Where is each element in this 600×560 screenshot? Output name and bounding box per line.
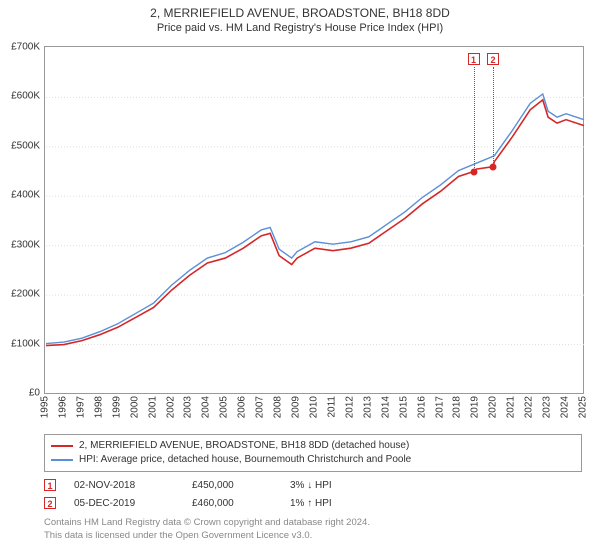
sale-price: £460,000: [192, 498, 272, 509]
chart-container: 2, MERRIEFIELD AVENUE, BROADSTONE, BH18 …: [0, 0, 600, 560]
y-tick-label: £700K: [0, 42, 40, 53]
x-tick-label: 1997: [75, 396, 86, 418]
x-tick-label: 2022: [524, 396, 535, 418]
x-tick-label: 2015: [398, 396, 409, 418]
x-tick-label: 2021: [506, 396, 517, 418]
marker-dot: [490, 163, 497, 170]
sale-date: 02-NOV-2018: [74, 480, 174, 491]
footer: Contains HM Land Registry data © Crown c…: [44, 516, 582, 542]
x-tick-label: 2004: [201, 396, 212, 418]
chart-plot-area: 12: [44, 46, 584, 394]
x-tick-label: 2013: [362, 396, 373, 418]
y-tick-label: £400K: [0, 190, 40, 201]
x-tick-label: 1999: [111, 396, 122, 418]
footer-line: Contains HM Land Registry data © Crown c…: [44, 516, 582, 529]
marker-line: [493, 67, 494, 167]
sale-marker-icon: 1: [44, 479, 56, 491]
x-tick-label: 2025: [578, 396, 589, 418]
sale-row: 1 02-NOV-2018 £450,000 3% ↓ HPI: [44, 476, 582, 494]
x-tick-label: 2019: [470, 396, 481, 418]
x-tick-label: 1996: [57, 396, 68, 418]
x-tick-label: 1995: [40, 396, 51, 418]
x-tick-label: 2010: [309, 396, 320, 418]
x-tick-label: 2024: [560, 396, 571, 418]
legend: 2, MERRIEFIELD AVENUE, BROADSTONE, BH18 …: [44, 434, 582, 472]
marker-box: 2: [487, 53, 499, 65]
x-tick-label: 2020: [488, 396, 499, 418]
y-tick-label: £200K: [0, 289, 40, 300]
series-line-hpi: [46, 94, 584, 344]
legend-label: 2, MERRIEFIELD AVENUE, BROADSTONE, BH18 …: [79, 439, 409, 453]
sale-marker-icon: 2: [44, 497, 56, 509]
sale-date: 05-DEC-2019: [74, 498, 174, 509]
legend-item: 2, MERRIEFIELD AVENUE, BROADSTONE, BH18 …: [51, 439, 575, 453]
sale-price: £450,000: [192, 480, 272, 491]
marker-line: [474, 67, 475, 172]
x-tick-label: 2018: [452, 396, 463, 418]
sale-diff: 3% ↓ HPI: [290, 480, 370, 491]
legend-swatch: [51, 459, 73, 461]
x-tick-label: 2007: [255, 396, 266, 418]
x-tick-label: 1998: [93, 396, 104, 418]
x-tick-label: 2001: [147, 396, 158, 418]
sale-row: 2 05-DEC-2019 £460,000 1% ↑ HPI: [44, 494, 582, 512]
y-tick-label: £100K: [0, 338, 40, 349]
marker-box: 1: [468, 53, 480, 65]
titles: 2, MERRIEFIELD AVENUE, BROADSTONE, BH18 …: [0, 0, 600, 34]
y-tick-label: £0: [0, 388, 40, 399]
legend-item: HPI: Average price, detached house, Bour…: [51, 453, 575, 467]
x-tick-label: 2003: [183, 396, 194, 418]
legend-swatch: [51, 445, 73, 447]
x-tick-label: 2002: [165, 396, 176, 418]
series-line-price_paid: [46, 100, 584, 346]
x-tick-label: 2009: [291, 396, 302, 418]
page-title: 2, MERRIEFIELD AVENUE, BROADSTONE, BH18 …: [0, 6, 600, 20]
marker-dot: [470, 168, 477, 175]
page-subtitle: Price paid vs. HM Land Registry's House …: [0, 22, 600, 34]
x-tick-label: 2014: [380, 396, 391, 418]
x-tick-label: 2017: [434, 396, 445, 418]
y-tick-label: £300K: [0, 239, 40, 250]
footer-line: This data is licensed under the Open Gov…: [44, 529, 582, 542]
chart-svg: [45, 47, 585, 395]
x-tick-label: 2016: [416, 396, 427, 418]
legend-label: HPI: Average price, detached house, Bour…: [79, 453, 411, 467]
x-tick-label: 2023: [542, 396, 553, 418]
x-tick-label: 2011: [326, 396, 337, 418]
sale-diff: 1% ↑ HPI: [290, 498, 370, 509]
x-tick-label: 2008: [273, 396, 284, 418]
x-tick-label: 2006: [237, 396, 248, 418]
x-tick-label: 2005: [219, 396, 230, 418]
y-tick-label: £500K: [0, 140, 40, 151]
y-tick-label: £600K: [0, 91, 40, 102]
x-tick-label: 2000: [129, 396, 140, 418]
sales-table: 1 02-NOV-2018 £450,000 3% ↓ HPI 2 05-DEC…: [44, 476, 582, 512]
x-tick-label: 2012: [344, 396, 355, 418]
